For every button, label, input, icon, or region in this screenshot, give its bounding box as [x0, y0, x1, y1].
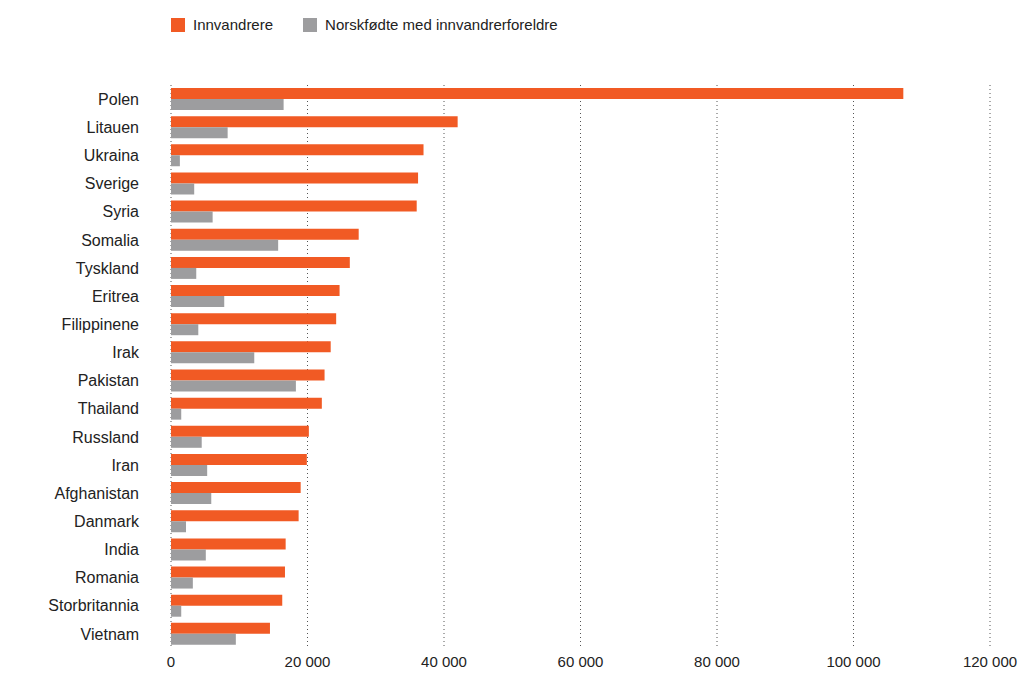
svg-text:20 000: 20 000: [285, 653, 331, 670]
svg-text:120 000: 120 000: [963, 653, 1017, 670]
svg-text:Irak: Irak: [112, 344, 140, 361]
svg-text:India: India: [104, 541, 139, 558]
svg-text:100 000: 100 000: [826, 653, 880, 670]
svg-text:Afghanistan: Afghanistan: [54, 485, 139, 502]
svg-text:Ukraina: Ukraina: [84, 147, 139, 164]
svg-text:Storbritannia: Storbritannia: [48, 597, 139, 614]
svg-text:Thailand: Thailand: [78, 400, 139, 417]
html-text:Norskfødte med innvandrerforel: Norskfødte med innvandrerforeldre: [325, 16, 558, 33]
svg-text:Filippinene: Filippinene: [62, 316, 139, 333]
svg-text:80 000: 80 000: [694, 653, 740, 670]
svg-text:Syria: Syria: [103, 203, 140, 220]
svg-text:Russland: Russland: [72, 429, 139, 446]
html-text:Innvandrere: Innvandrere: [193, 16, 274, 33]
svg-text:Eritrea: Eritrea: [92, 288, 139, 305]
svg-text:40 000: 40 000: [421, 653, 467, 670]
svg-text:Sverige: Sverige: [85, 175, 139, 192]
svg-text:Romania: Romania: [75, 569, 139, 586]
svg-text:Litauen: Litauen: [87, 119, 140, 136]
svg-text:0: 0: [167, 653, 175, 670]
svg-text:Somalia: Somalia: [81, 232, 139, 249]
svg-text:Vietnam: Vietnam: [81, 626, 139, 643]
svg-text:Tyskland: Tyskland: [76, 260, 139, 277]
svg-text:Iran: Iran: [111, 457, 139, 474]
svg-text:Polen: Polen: [98, 91, 139, 108]
svg-text:60 000: 60 000: [558, 653, 604, 670]
svg-text:Pakistan: Pakistan: [78, 372, 139, 389]
svg-text:Danmark: Danmark: [74, 513, 140, 530]
